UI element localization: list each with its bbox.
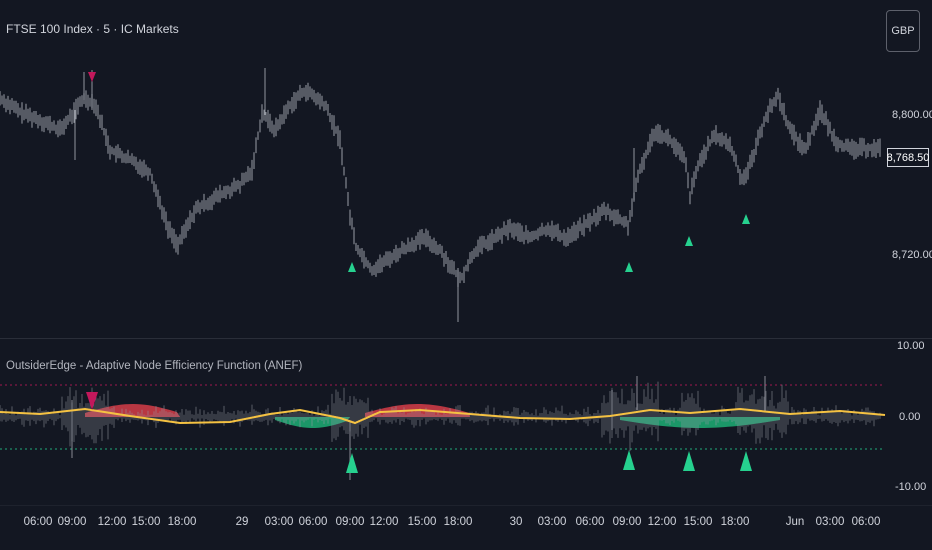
- time-axis-label: 06:00: [298, 516, 328, 528]
- time-axis-label: 03:00: [537, 516, 567, 528]
- time-axis-label: 06:00: [23, 516, 53, 528]
- time-axis-label: 15:00: [131, 516, 161, 528]
- indicator-axis-label: -10.00: [895, 481, 927, 493]
- price-pane[interactable]: [0, 68, 881, 322]
- time-axis-label: 12:00: [369, 516, 399, 528]
- time-axis-label: 09:00: [612, 516, 642, 528]
- time-axis-label: 09:00: [57, 516, 87, 528]
- price-wicks: [74, 68, 635, 322]
- time-axis-label: 15:00: [683, 516, 713, 528]
- histogram-spikes: [71, 376, 766, 480]
- time-axis-label: 12:00: [97, 516, 127, 528]
- time-axis-label: 18:00: [443, 516, 473, 528]
- price-axis-label: 8,720.00: [892, 249, 932, 261]
- time-axis-label: 03:00: [264, 516, 294, 528]
- currency-button[interactable]: GBP: [886, 10, 920, 52]
- bear-signal-marker: [88, 72, 96, 82]
- time-axis-label: 15:00: [407, 516, 437, 528]
- time-axis-label: 18:00: [167, 516, 197, 528]
- indicator-axis-label: 0.00: [899, 411, 921, 423]
- time-axis-label: 29: [235, 516, 249, 528]
- time-axis-border: [0, 505, 932, 506]
- bull-signal-marker: [346, 453, 358, 473]
- price-axis-label: 8,800.00: [892, 109, 932, 121]
- bull-signal-marker: [683, 451, 695, 471]
- time-axis-label: Jun: [785, 516, 805, 528]
- last-price-tag: 8,768.50: [887, 148, 929, 167]
- bull-signal-marker: [685, 236, 693, 246]
- signal-line: [0, 407, 886, 425]
- time-axis-label: 03:00: [815, 516, 845, 528]
- bull-signal-marker: [625, 262, 633, 272]
- indicator-pane[interactable]: [0, 376, 886, 480]
- time-axis-label: 30: [509, 516, 523, 528]
- chart-title: FTSE 100 Index · 5 · IC Markets: [6, 22, 179, 36]
- time-axis-label: 09:00: [335, 516, 365, 528]
- time-axis-label: 18:00: [720, 516, 750, 528]
- bull-signal-marker: [740, 451, 752, 471]
- bear-signal-marker: [86, 392, 98, 410]
- price-candles: [0, 82, 881, 287]
- bull-signal-marker: [348, 262, 356, 272]
- time-axis-label: 06:00: [851, 516, 881, 528]
- time-axis-label: 06:00: [575, 516, 605, 528]
- time-axis-label: 12:00: [647, 516, 677, 528]
- indicator-axis-label: 10.00: [897, 340, 925, 352]
- indicator-title[interactable]: OutsiderEdge - Adaptive Node Efficiency …: [6, 360, 303, 372]
- pane-divider[interactable]: [0, 338, 932, 339]
- bull-signal-marker: [742, 214, 750, 224]
- bull-signal-marker: [623, 450, 635, 470]
